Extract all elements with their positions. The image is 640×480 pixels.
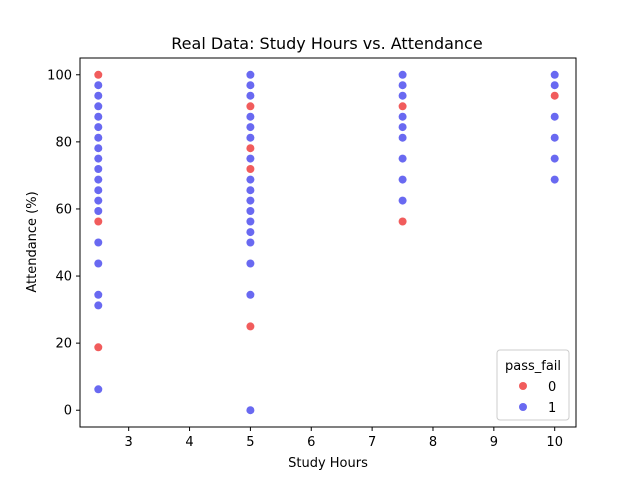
data-point-series-0 bbox=[246, 165, 255, 173]
data-point-series-1 bbox=[246, 217, 255, 226]
data-point-series-1 bbox=[246, 238, 255, 247]
data-point-series-0 bbox=[94, 217, 103, 226]
y-tick-label: 80 bbox=[55, 135, 72, 150]
data-point-series-1 bbox=[246, 196, 255, 205]
legend-label-1: 1 bbox=[548, 401, 556, 416]
data-point-series-1 bbox=[94, 259, 103, 268]
data-point-series-1 bbox=[550, 133, 559, 142]
chart-title: Real Data: Study Hours vs. Attendance bbox=[171, 34, 482, 53]
legend-box bbox=[496, 349, 570, 421]
data-point-series-1 bbox=[398, 91, 407, 100]
y-axis: 0 20 40 60 80 100 bbox=[47, 68, 80, 419]
data-point-series-1 bbox=[94, 91, 103, 100]
data-point-series-0 bbox=[398, 217, 407, 226]
data-point-series-1 bbox=[94, 385, 103, 394]
data-point-series-1 bbox=[246, 123, 255, 132]
data-point-series-0 bbox=[398, 102, 407, 111]
legend-marker-0 bbox=[519, 382, 527, 390]
data-point-series-1 bbox=[94, 112, 103, 121]
data-point-series-1 bbox=[550, 154, 559, 163]
data-point-series-1 bbox=[550, 175, 559, 184]
y-axis-label: Attendance (%) bbox=[25, 191, 40, 292]
data-point-series-1 bbox=[94, 186, 103, 195]
points-layer bbox=[94, 70, 559, 415]
data-point-series-1 bbox=[246, 259, 255, 268]
data-point-series-1 bbox=[246, 406, 255, 415]
x-tick-label: 8 bbox=[429, 435, 437, 450]
data-point-series-1 bbox=[246, 154, 255, 163]
data-point-series-1 bbox=[398, 175, 407, 184]
legend: pass_fail 0 1 bbox=[496, 349, 570, 421]
x-axis-label: Study Hours bbox=[288, 456, 368, 471]
data-point-series-1 bbox=[550, 81, 559, 90]
data-point-series-1 bbox=[246, 290, 255, 299]
data-point-series-1 bbox=[398, 81, 407, 90]
data-point-series-0 bbox=[246, 102, 255, 111]
x-tick-label: 9 bbox=[490, 435, 498, 450]
data-point-series-1 bbox=[94, 154, 103, 163]
data-point-series-0 bbox=[94, 70, 103, 79]
data-point-series-1 bbox=[94, 238, 103, 247]
plot-frame bbox=[79, 57, 577, 428]
data-point-series-1 bbox=[398, 70, 407, 79]
data-point-series-1 bbox=[398, 196, 407, 205]
y-tick-label: 40 bbox=[55, 270, 72, 285]
y-tick-label: 100 bbox=[47, 68, 72, 83]
data-point-series-1 bbox=[94, 175, 103, 184]
x-tick-label: 3 bbox=[125, 435, 133, 450]
data-point-series-1 bbox=[246, 186, 255, 195]
legend-label-0: 0 bbox=[548, 380, 556, 395]
x-tick-label: 10 bbox=[546, 435, 563, 450]
data-point-series-1 bbox=[94, 196, 103, 205]
x-tick-label: 7 bbox=[368, 435, 376, 450]
data-point-series-1 bbox=[246, 81, 255, 90]
data-point-series-1 bbox=[94, 165, 103, 173]
data-point-series-1 bbox=[246, 70, 255, 79]
data-point-series-1 bbox=[94, 133, 103, 142]
x-tick-label: 6 bbox=[307, 435, 315, 450]
data-point-series-1 bbox=[94, 290, 103, 299]
data-point-series-1 bbox=[398, 133, 407, 142]
data-point-series-1 bbox=[398, 123, 407, 132]
data-point-series-1 bbox=[246, 175, 255, 184]
data-point-series-1 bbox=[550, 70, 559, 79]
y-tick-label: 20 bbox=[55, 337, 72, 352]
data-point-series-0 bbox=[550, 91, 559, 100]
legend-marker-1 bbox=[519, 403, 527, 411]
data-point-series-1 bbox=[94, 207, 103, 215]
data-point-series-1 bbox=[246, 207, 255, 215]
y-tick-label: 0 bbox=[64, 404, 72, 419]
data-point-series-1 bbox=[398, 154, 407, 163]
data-point-series-1 bbox=[246, 91, 255, 100]
data-point-series-1 bbox=[94, 144, 103, 153]
data-point-series-1 bbox=[94, 123, 103, 132]
data-point-series-1 bbox=[94, 102, 103, 111]
data-point-series-1 bbox=[398, 112, 407, 121]
x-tick-label: 5 bbox=[246, 435, 254, 450]
data-point-series-0 bbox=[94, 343, 103, 352]
data-point-series-0 bbox=[246, 322, 255, 331]
data-point-series-1 bbox=[246, 133, 255, 142]
y-tick-label: 60 bbox=[55, 202, 72, 217]
data-point-series-1 bbox=[94, 301, 103, 310]
data-point-series-1 bbox=[94, 81, 103, 90]
data-point-series-1 bbox=[246, 112, 255, 121]
x-axis: 3 4 5 6 7 8 9 10 bbox=[125, 427, 563, 450]
data-point-series-1 bbox=[246, 228, 255, 237]
x-tick-label: 4 bbox=[185, 435, 193, 450]
legend-title: pass_fail bbox=[505, 359, 561, 374]
data-point-series-0 bbox=[246, 144, 255, 153]
data-point-series-1 bbox=[550, 112, 559, 121]
